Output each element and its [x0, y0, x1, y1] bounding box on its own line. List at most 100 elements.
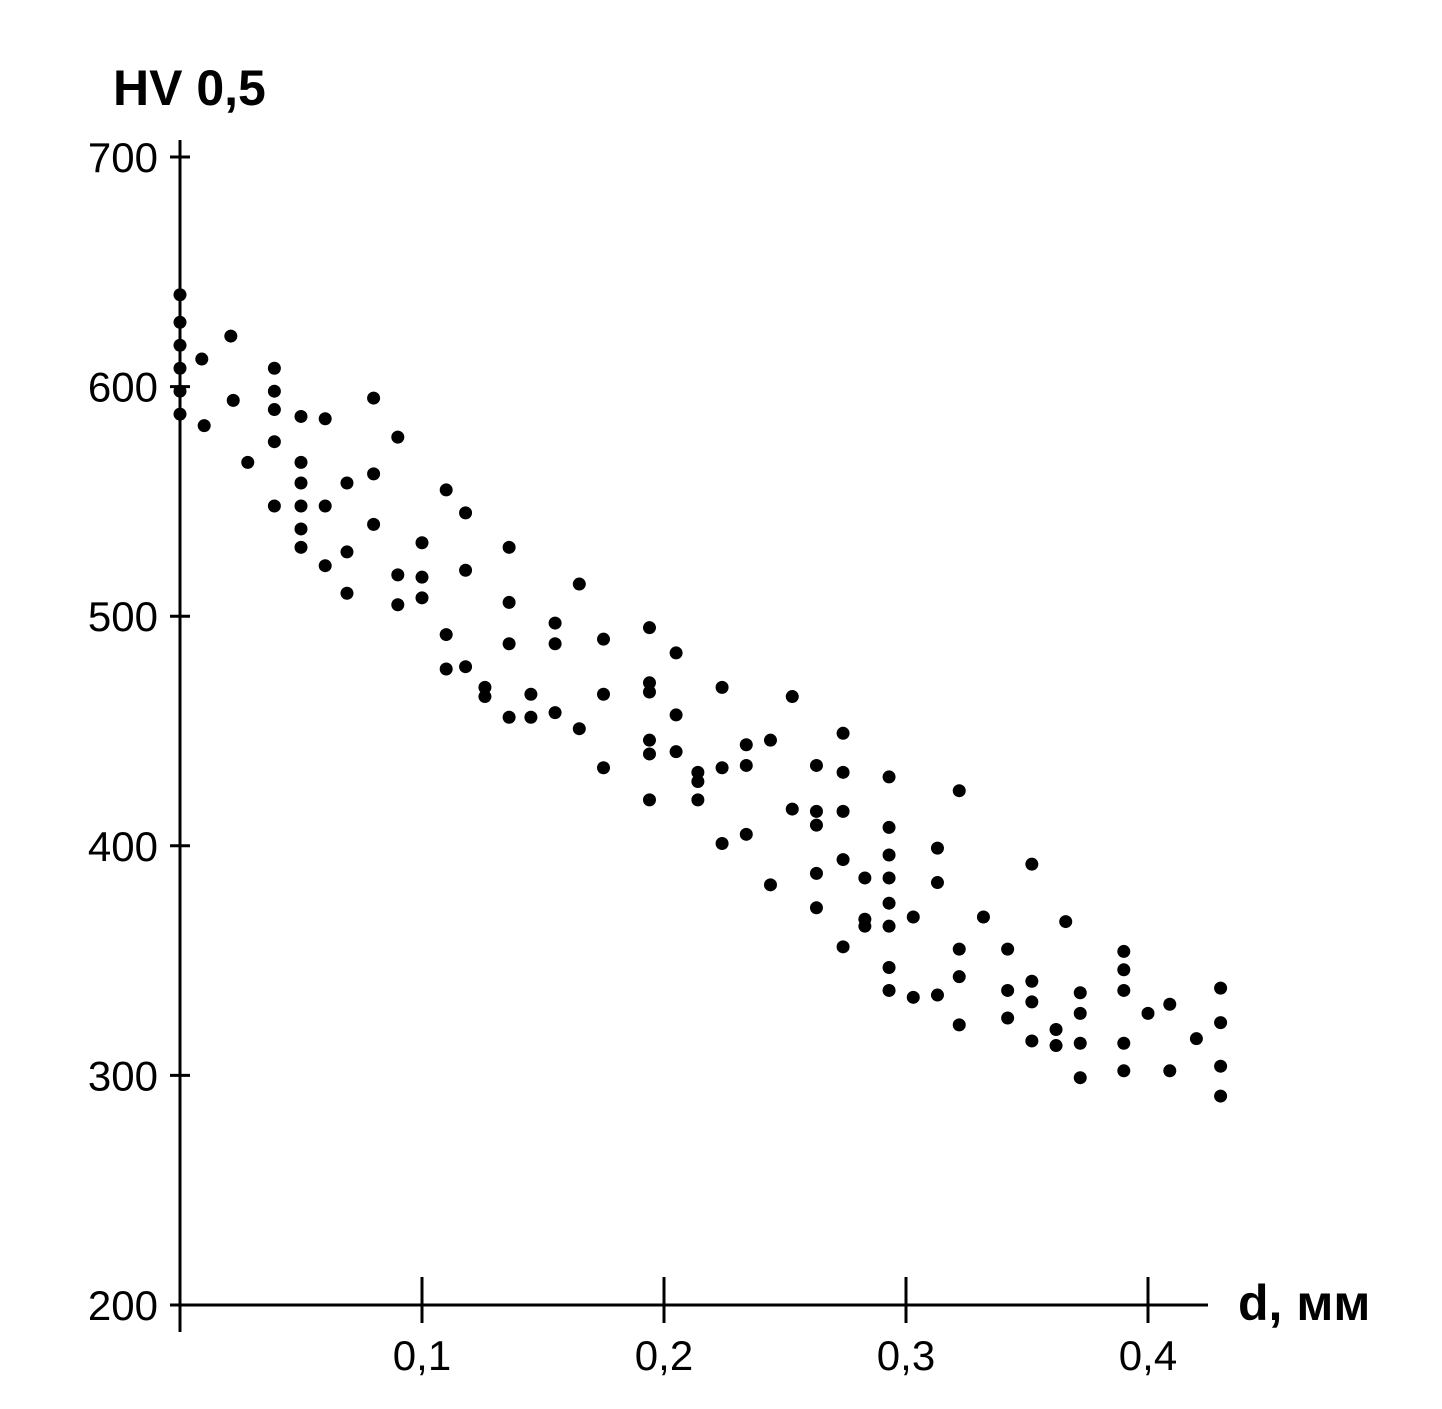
data-point	[572, 722, 586, 736]
data-point	[459, 563, 473, 577]
data-point	[367, 517, 381, 531]
data-point	[691, 775, 705, 789]
data-point	[1117, 944, 1131, 958]
data-point	[478, 690, 492, 704]
data-point	[785, 690, 799, 704]
data-point	[906, 910, 920, 924]
data-point	[715, 837, 729, 851]
data-point	[340, 586, 354, 600]
data-point	[763, 878, 777, 892]
data-point	[930, 876, 944, 890]
data-point	[439, 483, 453, 497]
data-point	[1025, 857, 1039, 871]
data-point	[241, 455, 255, 469]
data-point	[1025, 974, 1039, 988]
data-point	[642, 621, 656, 635]
data-point	[195, 352, 209, 366]
data-point	[1214, 1059, 1228, 1073]
data-point	[882, 896, 896, 910]
ticks: 200 300 400 500 600 700 0,1 0,2 0,3 0,4	[88, 134, 1177, 1379]
data-point	[809, 804, 823, 818]
data-point	[1117, 1036, 1131, 1050]
data-point	[294, 499, 308, 513]
data-point	[267, 499, 281, 513]
data-point	[1073, 1071, 1087, 1085]
data-point	[340, 545, 354, 559]
data-point	[318, 499, 332, 513]
data-point	[882, 983, 896, 997]
data-point	[739, 827, 753, 841]
data-point	[1049, 1022, 1063, 1036]
data-point	[173, 338, 187, 352]
y-tick-label: 300	[88, 1052, 158, 1099]
data-point	[173, 384, 187, 398]
data-point	[415, 536, 429, 550]
data-point	[1214, 1016, 1228, 1030]
data-point	[548, 616, 562, 630]
data-point	[1025, 995, 1039, 1009]
data-point	[1073, 1006, 1087, 1020]
data-point	[739, 738, 753, 752]
data-point	[836, 726, 850, 740]
x-tick-label: 0,2	[635, 1332, 693, 1379]
data-point	[267, 384, 281, 398]
data-point	[882, 960, 896, 974]
data-point	[952, 942, 966, 956]
data-point	[715, 761, 729, 775]
data-point	[1189, 1032, 1203, 1046]
data-point	[548, 637, 562, 651]
data-point	[173, 288, 187, 302]
y-tick-label: 200	[88, 1282, 158, 1329]
y-tick-label: 700	[88, 134, 158, 181]
data-point	[173, 407, 187, 421]
data-point	[197, 419, 211, 433]
data-point	[459, 506, 473, 520]
data-point	[809, 758, 823, 772]
data-point	[739, 758, 753, 772]
data-point	[597, 761, 610, 775]
data-point	[391, 568, 405, 582]
data-point	[836, 804, 850, 818]
x-tick-label: 0,4	[1119, 1332, 1177, 1379]
data-point	[669, 745, 683, 759]
data-point	[415, 591, 429, 605]
data-point	[836, 765, 850, 779]
data-point	[439, 628, 453, 642]
data-point	[785, 802, 799, 816]
data-point	[930, 988, 944, 1002]
data-points	[173, 288, 1228, 1103]
data-point	[1117, 963, 1131, 977]
data-point	[763, 733, 777, 747]
data-point	[294, 540, 308, 554]
data-point	[502, 710, 516, 724]
data-point	[858, 871, 872, 885]
data-point	[809, 901, 823, 915]
data-point	[1025, 1034, 1039, 1048]
data-point	[1214, 981, 1228, 995]
data-point	[1049, 1039, 1063, 1053]
data-point	[502, 637, 516, 651]
data-point	[882, 871, 896, 885]
data-point	[669, 708, 683, 722]
data-point	[669, 646, 683, 660]
data-point	[1059, 915, 1073, 929]
y-tick-label: 600	[88, 364, 158, 411]
data-point	[715, 680, 729, 694]
data-point	[882, 770, 896, 784]
data-point	[1117, 983, 1131, 997]
data-point	[976, 910, 990, 924]
data-point	[391, 598, 405, 612]
data-point	[952, 1018, 966, 1032]
data-point	[459, 660, 473, 674]
data-point	[294, 455, 308, 469]
y-tick-label: 400	[88, 823, 158, 870]
data-point	[294, 476, 308, 490]
data-point	[224, 329, 238, 343]
data-point	[367, 391, 381, 405]
data-point	[294, 522, 308, 536]
data-point	[340, 476, 354, 490]
data-point	[367, 467, 381, 481]
data-point	[809, 866, 823, 880]
data-point	[267, 435, 281, 449]
